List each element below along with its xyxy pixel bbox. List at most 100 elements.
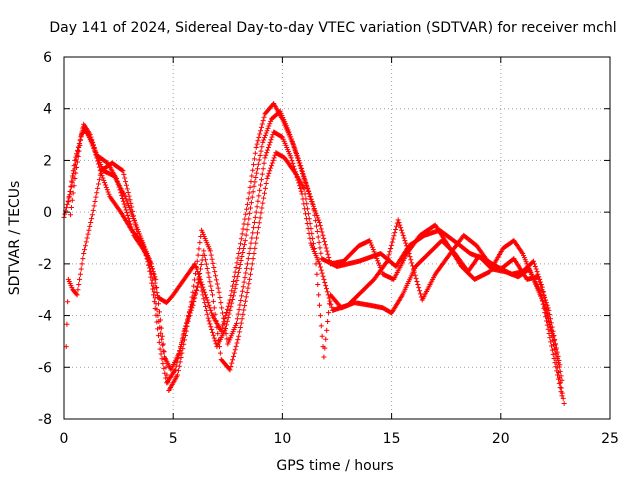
data-point [158,330,164,336]
data-point [102,180,108,186]
data-point [210,260,216,266]
data-point [147,258,153,264]
data-point [84,235,90,241]
data-point [290,160,296,166]
data-point [270,157,276,163]
data-point [97,172,103,178]
data-point [215,285,221,291]
data-point [245,285,251,291]
data-point [119,167,125,173]
data-point [262,155,268,161]
data-point [416,285,422,291]
data-point [541,304,547,310]
data-point [210,298,216,304]
data-point [251,183,257,189]
data-point [91,203,97,209]
data-point [386,252,392,258]
data-point [213,273,219,279]
data-point [103,184,109,190]
data-point [313,210,319,216]
data-point [199,288,205,294]
data-point [297,185,303,191]
data-point [241,307,247,313]
data-point [235,311,241,317]
data-point [543,310,549,316]
data-point [245,196,251,202]
data-point [290,141,296,147]
data-point [230,353,236,359]
data-point [244,206,250,212]
data-point [560,395,566,401]
data-point [86,227,92,233]
data-point [228,304,234,310]
data-point [71,183,77,189]
data-point [227,367,233,373]
data-point [241,246,247,252]
data-point [179,338,185,344]
data-point [122,194,128,200]
data-point [191,283,197,289]
data-point [192,261,198,267]
data-point [294,153,300,159]
data-point [295,177,301,183]
data-point [255,166,261,172]
data-point [264,128,270,134]
data-point [73,170,79,176]
data-point [124,186,130,192]
data-point [220,315,226,321]
data-point [258,210,264,216]
data-point [316,292,322,298]
data-point [329,304,335,310]
data-point [250,230,256,236]
data-point [188,299,194,305]
data-point [557,380,563,386]
data-point [249,261,255,267]
data-point [214,324,220,330]
data-point [160,341,166,347]
data-point [238,236,244,242]
data-point [102,182,108,188]
data-point [152,274,158,280]
data-point [404,243,410,249]
data-point [314,271,320,277]
data-point [326,254,332,260]
data-point [261,195,267,201]
data-point [198,266,203,272]
data-point [85,231,91,237]
data-point [239,316,245,322]
data-point [238,320,244,326]
data-point [219,325,225,331]
data-point [388,242,394,248]
data-point [307,235,313,241]
data-point [244,261,250,267]
data-point [229,288,235,294]
data-point [122,204,128,210]
data-point [316,217,322,223]
data-point [245,256,251,262]
data-point [206,274,212,280]
data-point [229,360,235,366]
data-point [321,354,327,360]
data-point [388,246,394,252]
data-point [234,320,240,326]
data-point [324,286,330,292]
data-point [288,155,294,161]
data-point [295,155,301,161]
data-point [204,311,210,317]
data-point [223,309,229,315]
data-point [187,304,193,310]
y-tick-label: -2 [38,257,52,273]
data-point [104,187,110,193]
data-point [83,239,89,245]
data-point [367,238,373,244]
data-point [105,189,111,195]
data-point [75,287,81,293]
data-point [384,258,390,264]
data-point [202,289,208,295]
data-point [292,169,298,175]
data-point [157,317,163,323]
data-point [203,257,209,263]
data-point [267,168,273,174]
